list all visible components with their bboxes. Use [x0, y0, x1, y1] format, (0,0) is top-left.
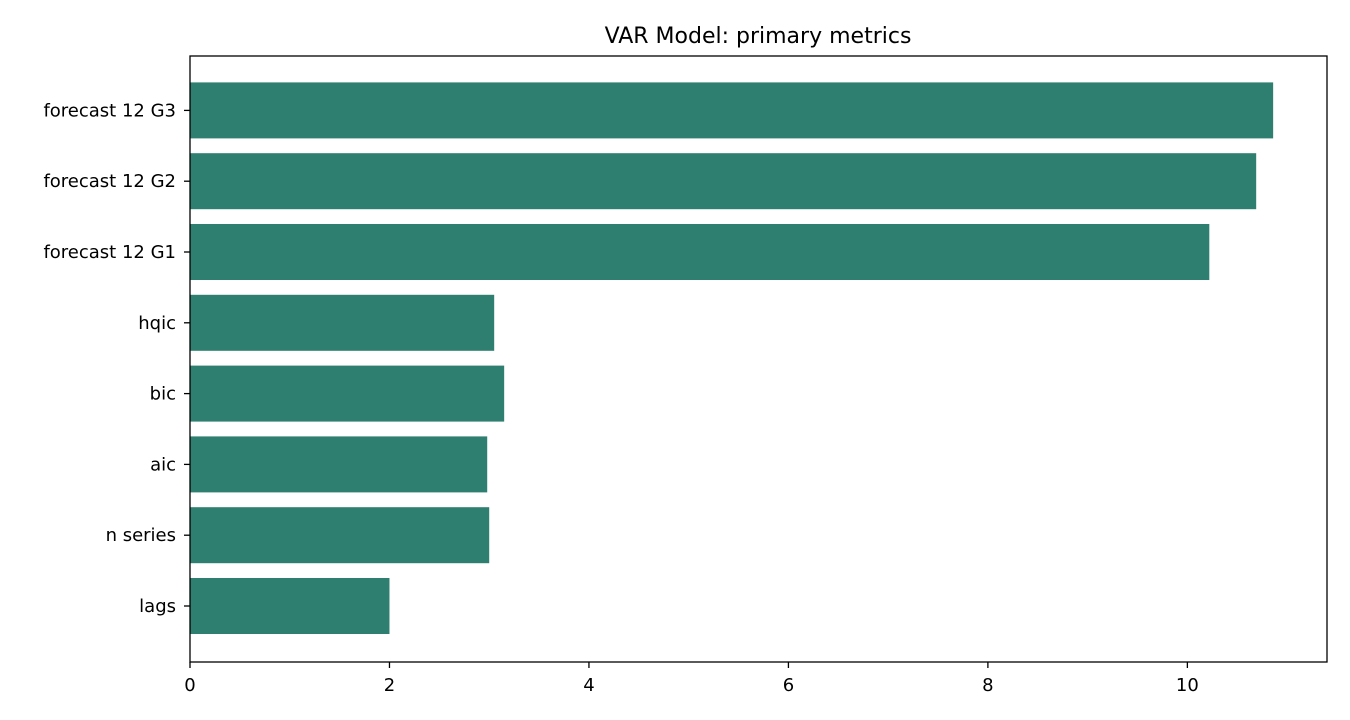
bar-forecast-12-G2	[190, 153, 1257, 210]
category-label: bic	[150, 384, 176, 405]
x-tick-label: 2	[384, 675, 395, 696]
plot-frame	[189, 55, 1328, 663]
category-label: hqic	[138, 313, 176, 334]
bar-aic	[190, 436, 488, 493]
category-label: aic	[150, 454, 176, 475]
bar-n-series	[190, 507, 490, 564]
x-tick-label: 6	[783, 675, 794, 696]
bar-forecast-12-G1	[190, 224, 1210, 280]
x-tick-label: 0	[184, 675, 195, 696]
category-label: forecast 12 G2	[43, 171, 176, 192]
category-labels: lags n series aic bic hqic forecast 12 G1 fore…	[43, 100, 190, 617]
bars-group	[190, 82, 1274, 634]
category-label: n series	[106, 525, 176, 546]
category-label: forecast 12 G3	[43, 100, 176, 121]
bar-hqic	[190, 294, 495, 351]
category-label: forecast 12 G1	[43, 242, 176, 263]
category-label: lags	[139, 596, 176, 617]
x-tick-label: 10	[1176, 675, 1199, 696]
bar-bic	[190, 365, 505, 422]
bar-lags	[190, 578, 390, 634]
x-axis-ticks: 0 2 4 6 8 10	[184, 662, 1199, 696]
chart-title: VAR Model: primary metrics	[605, 24, 912, 49]
bar-forecast-12-G3	[190, 82, 1274, 139]
x-tick-label: 8	[982, 675, 993, 696]
x-tick-label: 4	[583, 675, 594, 696]
